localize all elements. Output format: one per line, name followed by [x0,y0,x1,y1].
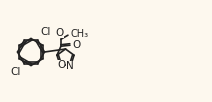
Text: O: O [72,40,80,50]
Text: O: O [57,60,65,70]
Text: CH₃: CH₃ [71,29,89,39]
Text: O: O [56,28,64,38]
Text: Cl: Cl [11,67,21,77]
Text: Cl: Cl [41,27,51,37]
Text: N: N [66,61,74,71]
